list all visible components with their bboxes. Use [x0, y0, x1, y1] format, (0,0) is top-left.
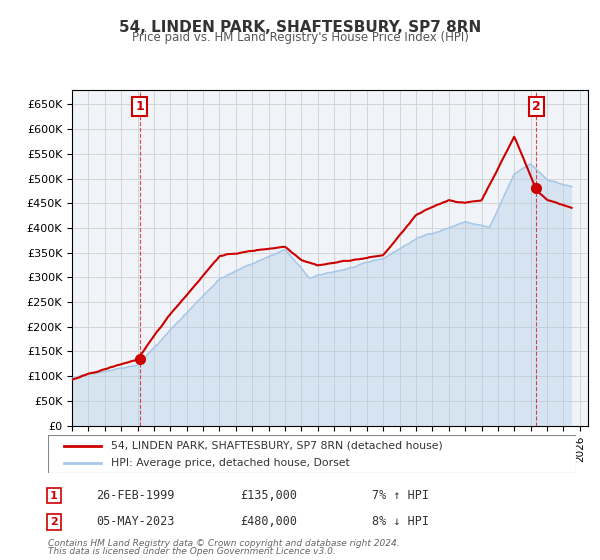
Text: 1: 1	[50, 491, 58, 501]
Text: £480,000: £480,000	[240, 515, 297, 529]
Text: Contains HM Land Registry data © Crown copyright and database right 2024.: Contains HM Land Registry data © Crown c…	[48, 539, 400, 548]
FancyBboxPatch shape	[48, 435, 576, 473]
Text: 8% ↓ HPI: 8% ↓ HPI	[372, 515, 429, 529]
Text: 1: 1	[136, 100, 145, 113]
Text: 2: 2	[50, 517, 58, 527]
Text: This data is licensed under the Open Government Licence v3.0.: This data is licensed under the Open Gov…	[48, 547, 336, 556]
Text: 26-FEB-1999: 26-FEB-1999	[96, 489, 175, 502]
Text: £135,000: £135,000	[240, 489, 297, 502]
Text: Price paid vs. HM Land Registry's House Price Index (HPI): Price paid vs. HM Land Registry's House …	[131, 31, 469, 44]
Text: 54, LINDEN PARK, SHAFTESBURY, SP7 8RN: 54, LINDEN PARK, SHAFTESBURY, SP7 8RN	[119, 20, 481, 35]
Text: 2: 2	[532, 100, 541, 113]
Text: 54, LINDEN PARK, SHAFTESBURY, SP7 8RN (detached house): 54, LINDEN PARK, SHAFTESBURY, SP7 8RN (d…	[112, 441, 443, 451]
Text: HPI: Average price, detached house, Dorset: HPI: Average price, detached house, Dors…	[112, 458, 350, 468]
Text: 05-MAY-2023: 05-MAY-2023	[96, 515, 175, 529]
Text: 7% ↑ HPI: 7% ↑ HPI	[372, 489, 429, 502]
